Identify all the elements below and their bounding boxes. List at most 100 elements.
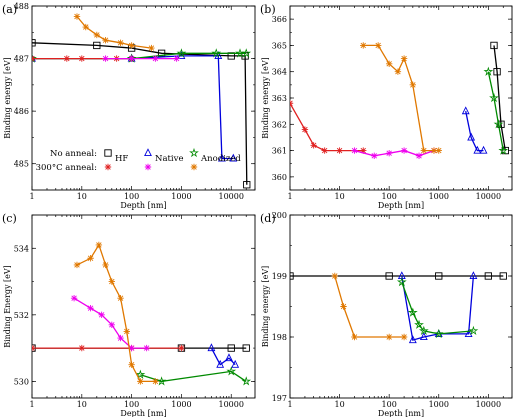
data-point: [128, 361, 135, 368]
data-point: [123, 328, 130, 335]
y-tick-label: 362: [272, 120, 287, 129]
data-point: [231, 359, 240, 368]
data-point: [464, 329, 473, 337]
series-native-300-c: [70, 294, 150, 352]
data-point: [63, 55, 71, 62]
panel-a: 1 10 100 1000 10000 485 486 487 488 Depth [nm] Bin…: [2, 2, 256, 210]
data-point: [385, 150, 393, 157]
data-point: [241, 48, 252, 58]
data-point: [135, 369, 146, 379]
y-axis: 485 486 487 488: [14, 2, 255, 191]
y-axis: 197 198 199 200: [272, 211, 512, 403]
legend-marker: [189, 147, 199, 158]
data-point: [128, 42, 135, 49]
x-axis-label: Depth [nm]: [120, 409, 166, 417]
data-point: [407, 307, 418, 317]
data-point: [360, 147, 367, 154]
data-point: [490, 41, 498, 50]
x-tick-label: 10: [77, 192, 87, 201]
legend-entry-label: HF: [115, 154, 128, 164]
y-tick-label: 198: [272, 333, 287, 342]
x-tick-label: 10000: [476, 192, 501, 201]
x-tick-label: 10000: [219, 400, 244, 409]
data-point: [409, 81, 417, 89]
series-line: [290, 102, 364, 152]
y-tick-label: 534: [14, 244, 29, 253]
data-point: [385, 60, 393, 68]
data-point: [148, 44, 155, 52]
data-point: [207, 343, 216, 352]
data-point: [336, 147, 343, 154]
data-point: [87, 255, 94, 262]
series-anodized-300-c: [73, 241, 159, 385]
legend-entry-label: Anodized: [200, 154, 241, 164]
data-point: [414, 319, 424, 329]
data-point: [400, 147, 408, 154]
x-tick-label: 1: [29, 192, 34, 201]
data-point: [128, 55, 135, 62]
data-point: [70, 294, 78, 302]
series-hf: [490, 41, 509, 155]
x-tick-label: 100: [124, 400, 139, 409]
y-tick-label: 486: [14, 107, 29, 116]
plot-area: [290, 271, 507, 344]
legend-marker: [190, 163, 198, 171]
data-point: [290, 272, 294, 280]
data-point: [301, 126, 309, 133]
panel-label: (c): [2, 212, 17, 225]
y-axis-label: Binding energy [eV]: [261, 266, 270, 347]
plot-area: [290, 41, 509, 160]
legend-row-label: 300°C anneal:: [36, 163, 97, 173]
y-tick-label: 364: [272, 68, 287, 77]
plot-area: [32, 13, 252, 189]
x-tick-label: 10: [334, 400, 344, 409]
x-tick-label: 1: [287, 400, 292, 409]
series-anodized-300-c: [331, 272, 408, 341]
series-anodized-300-c: [73, 13, 155, 52]
data-point: [32, 344, 36, 352]
series-anodized: [135, 366, 252, 386]
data-point: [351, 333, 358, 341]
y-tick-label: 363: [272, 94, 287, 103]
data-point: [143, 344, 150, 352]
data-point: [469, 271, 478, 280]
data-point: [32, 39, 36, 47]
series-line: [76, 243, 156, 383]
series-native: [32, 51, 238, 162]
y-tick-label: 485: [14, 160, 29, 169]
series-line: [76, 16, 152, 49]
data-point: [433, 328, 444, 339]
series-line: [401, 275, 475, 341]
panel-label: (d): [260, 212, 276, 225]
data-point: [418, 325, 429, 336]
legend-row-label: No anneal:: [50, 149, 97, 159]
data-point: [117, 334, 124, 342]
series-line: [140, 370, 247, 383]
y-tick-label: 365: [272, 41, 287, 50]
x-axis: 1 10 100 1000 10000: [29, 215, 256, 409]
data-point: [489, 92, 499, 103]
series-hf-300-c: [32, 344, 185, 352]
x-tick-label: 100: [382, 192, 397, 201]
x-tick-label: 100: [124, 192, 139, 201]
series-anodized-300-c: [360, 42, 442, 154]
y-tick-label: 361: [272, 147, 287, 156]
series-line: [354, 149, 435, 157]
legend: No anneal: 300°C anneal: HF Native Anodized: [36, 147, 241, 173]
data-point: [102, 261, 109, 269]
data-point: [415, 152, 423, 160]
data-point: [374, 42, 382, 49]
panel-c: 1 10 100 1000 10000 530 532 534 Depth [nm] Bindin…: [2, 212, 256, 417]
data-point: [93, 41, 101, 50]
x-tick-label: 1000: [171, 192, 191, 201]
x-tick-label: 10: [77, 400, 87, 409]
y-tick-label: 200: [272, 211, 287, 220]
data-point: [178, 344, 185, 352]
legend-marker: [104, 149, 112, 157]
data-point: [385, 272, 393, 280]
data-point: [331, 272, 338, 280]
data-point: [371, 152, 378, 160]
x-axis: 1 10 100 1000 10000: [287, 6, 513, 201]
data-point: [82, 23, 89, 31]
data-point: [400, 333, 408, 341]
